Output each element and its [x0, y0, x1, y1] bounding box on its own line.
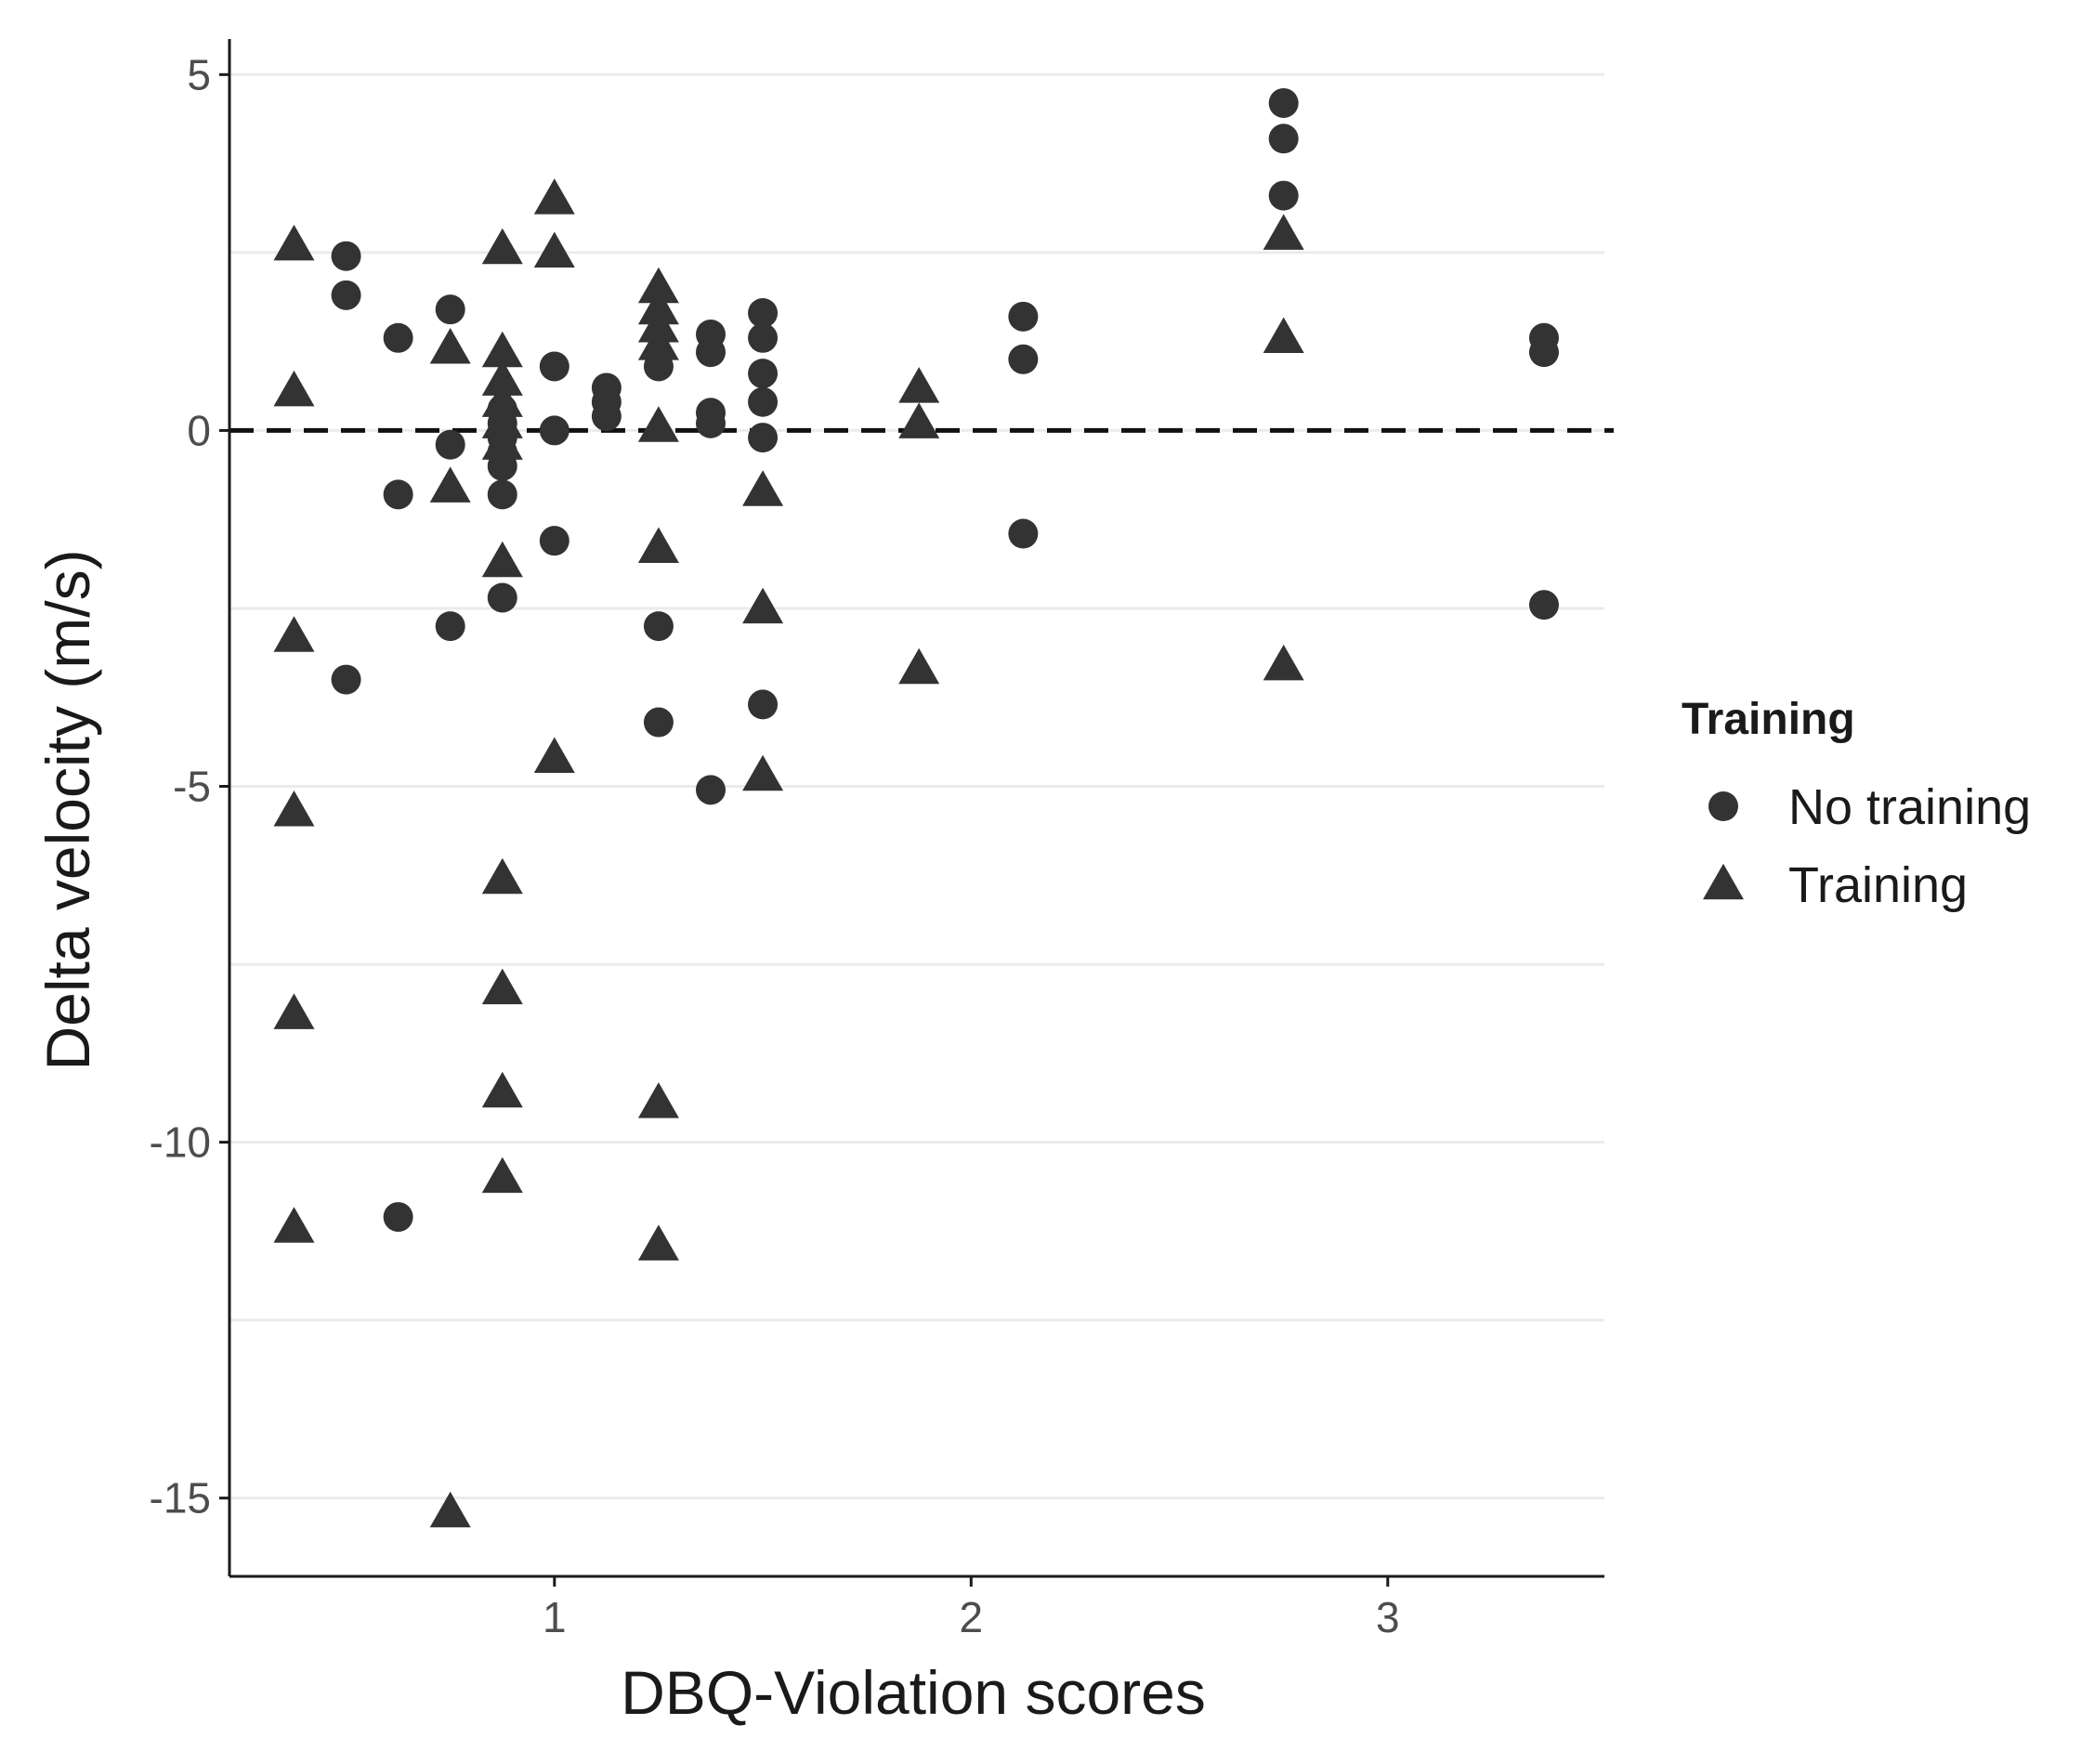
- data-point-no-training: [748, 386, 779, 417]
- data-point-training: [481, 1071, 523, 1108]
- legend-entry-no-training: No training: [1708, 779, 2031, 835]
- data-point-no-training: [1008, 301, 1039, 332]
- data-point-training: [898, 647, 940, 685]
- data-point-no-training: [331, 664, 361, 695]
- data-point-no-training: [435, 429, 465, 460]
- data-point-training: [637, 1224, 679, 1261]
- data-point-no-training: [435, 611, 465, 642]
- data-point-no-training: [539, 526, 569, 556]
- data-point-training: [273, 993, 315, 1029]
- legend-entry-training: Training: [1703, 857, 1968, 913]
- data-point-no-training: [487, 582, 517, 613]
- data-point-training: [481, 1156, 523, 1194]
- data-point-no-training: [539, 415, 569, 446]
- data-point-training: [481, 541, 523, 578]
- data-point-no-training: [1008, 518, 1039, 549]
- data-point-training: [742, 754, 784, 791]
- data-point-no-training: [696, 775, 726, 805]
- data-point-no-training: [1268, 124, 1299, 154]
- data-point-no-training: [643, 611, 674, 642]
- data-point-training: [637, 324, 679, 360]
- data-point-training: [429, 466, 471, 503]
- data-point-training: [637, 1082, 679, 1118]
- data-point-no-training: [1268, 87, 1299, 118]
- data-point-training: [533, 737, 575, 773]
- data-point-no-training: [643, 707, 674, 738]
- data-point-training: [481, 381, 523, 417]
- data-point-no-training: [539, 351, 569, 382]
- data-point-training: [742, 587, 784, 624]
- y-axis-title: Delta velocity (m/s): [33, 549, 102, 1070]
- legend-entries: No training Training: [1703, 779, 2031, 913]
- data-point-no-training: [331, 280, 361, 310]
- data-point-training: [273, 791, 315, 827]
- data-point-training: [273, 224, 315, 261]
- data-point-no-training: [748, 322, 779, 353]
- data-point-training: [273, 616, 315, 652]
- data-point-no-training: [435, 294, 465, 325]
- legend-label: No training: [1788, 779, 2031, 835]
- data-point-training: [637, 527, 679, 563]
- data-point-no-training: [487, 479, 517, 510]
- axes-layer: 5 0 -5 -10 -15 1 2 3: [150, 39, 1604, 1641]
- data-point-training: [533, 231, 575, 268]
- x-tick-label: 1: [543, 1593, 567, 1641]
- x-axis-title: DBQ-Violation scores: [621, 1658, 1206, 1727]
- data-point-no-training: [696, 408, 726, 438]
- data-point-training: [637, 267, 679, 304]
- data-point-no-training: [696, 337, 726, 368]
- data-point-no-training: [383, 479, 413, 510]
- data-point-training: [273, 370, 315, 407]
- y-tick-label: -5: [173, 763, 211, 811]
- data-point-training: [1263, 644, 1304, 681]
- data-point-training: [481, 402, 523, 438]
- data-point-no-training: [1528, 590, 1559, 621]
- data-point-training: [898, 402, 940, 438]
- data-point-training: [429, 328, 471, 364]
- data-point-training: [898, 367, 940, 403]
- legend: Training No training Training: [1682, 695, 2031, 913]
- data-point-training: [533, 178, 575, 215]
- data-point-training: [637, 406, 679, 442]
- y-tick-label: -15: [150, 1474, 211, 1522]
- data-point-training: [429, 1491, 471, 1528]
- x-tick-label: 3: [1376, 1593, 1400, 1641]
- data-point-no-training: [1008, 344, 1039, 374]
- data-point-training: [1263, 214, 1304, 250]
- y-tick-label: -10: [150, 1118, 211, 1167]
- data-point-no-training: [591, 401, 622, 432]
- data-point-training: [481, 424, 523, 460]
- data-point-no-training: [748, 297, 779, 328]
- x-tick-label: 2: [960, 1593, 984, 1641]
- data-point-no-training: [748, 423, 779, 453]
- data-point-training: [481, 968, 523, 1005]
- data-point-training: [481, 857, 523, 895]
- legend-marker-triangle: [1703, 863, 1744, 900]
- data-point-no-training: [331, 241, 361, 271]
- legend-label: Training: [1788, 857, 1968, 913]
- data-point-training: [273, 1207, 315, 1243]
- legend-title: Training: [1682, 695, 1855, 744]
- data-point-training: [481, 228, 523, 265]
- data-point-no-training: [748, 359, 779, 389]
- data-point-training: [1263, 317, 1304, 353]
- data-point-training: [481, 359, 523, 396]
- data-point-training: [742, 470, 784, 506]
- legend-marker-circle: [1708, 791, 1738, 821]
- data-point-training: [481, 331, 523, 368]
- data-point-no-training: [1528, 337, 1559, 368]
- data-point-no-training: [383, 1202, 413, 1233]
- data-point-no-training: [383, 322, 413, 353]
- grid-layer: [229, 72, 1604, 1500]
- data-point-no-training: [748, 689, 779, 720]
- y-tick-label: 0: [187, 406, 211, 454]
- points-layer: [273, 87, 1559, 1528]
- data-point-no-training: [1268, 180, 1299, 211]
- y-tick-label: 5: [187, 50, 211, 98]
